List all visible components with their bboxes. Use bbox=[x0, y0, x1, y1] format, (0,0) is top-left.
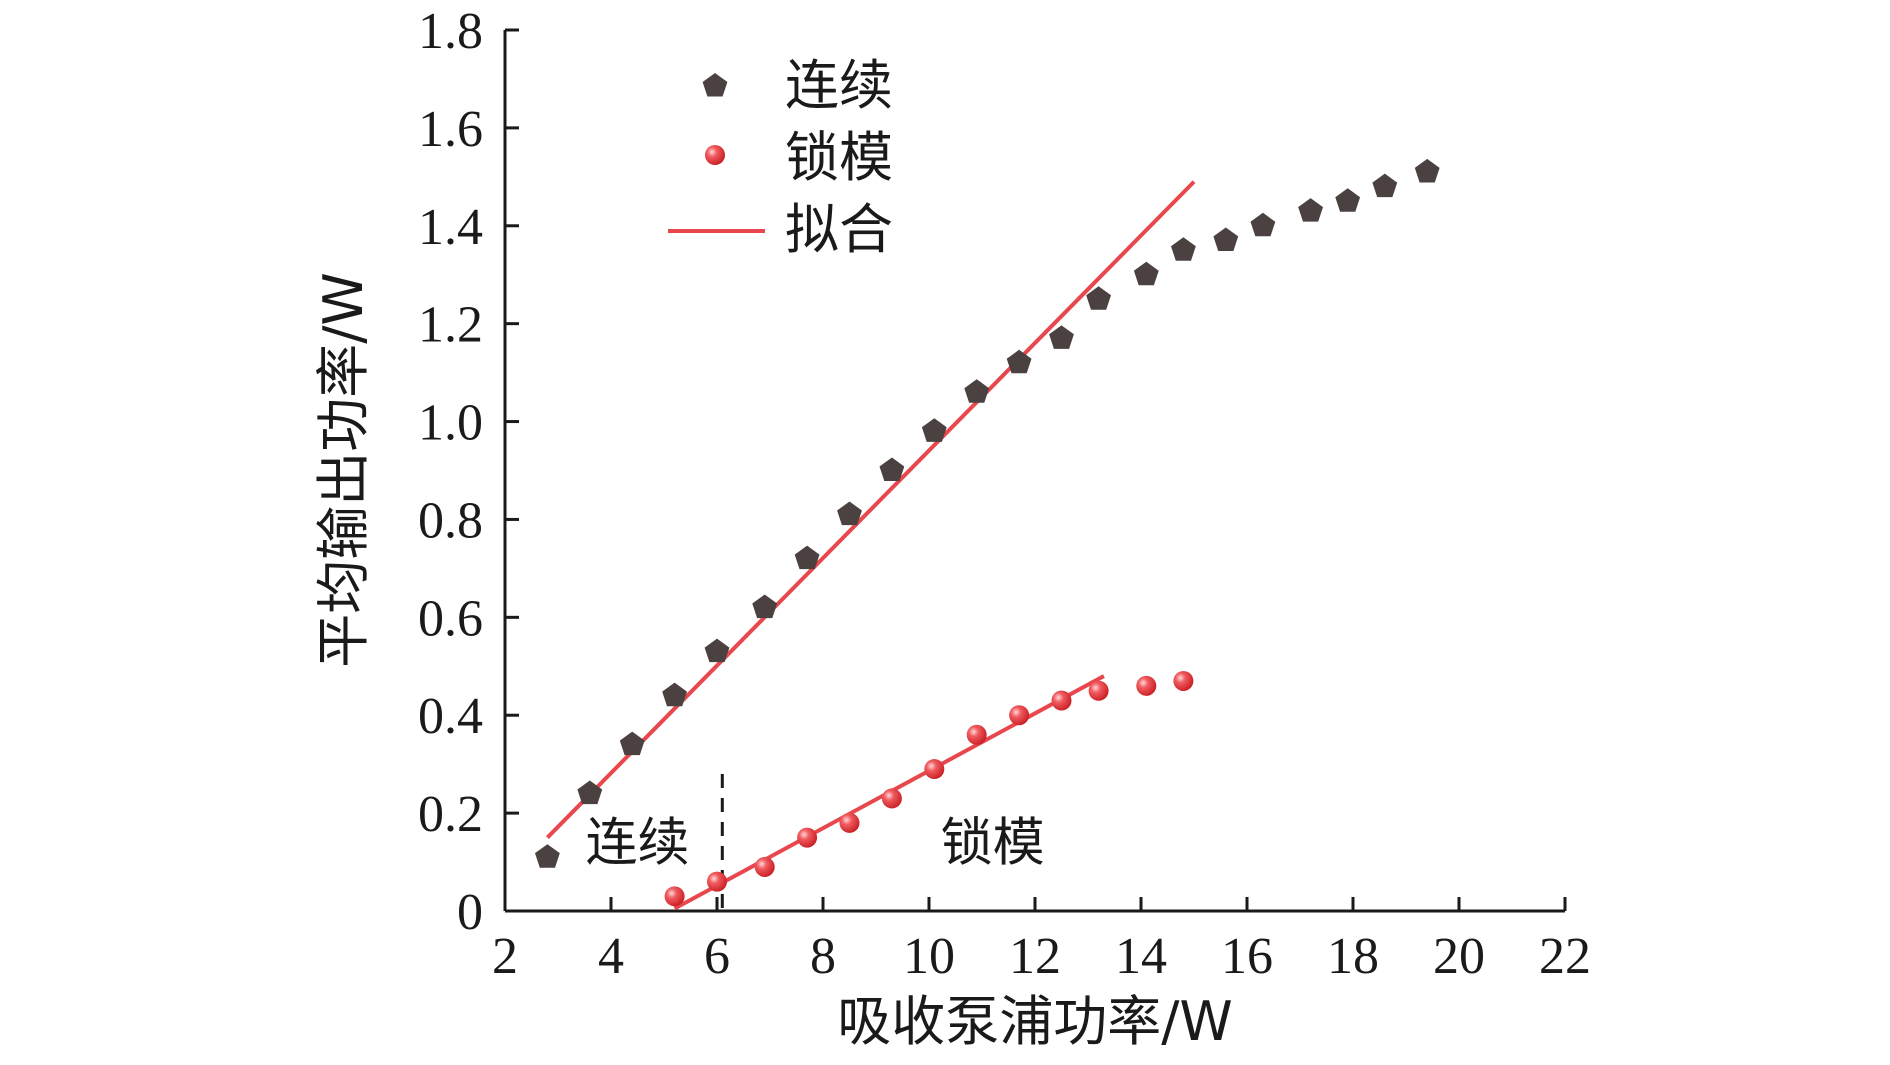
y-tick-label: 0.2 bbox=[418, 786, 483, 843]
legend: 连续 锁模 拟合 bbox=[668, 54, 893, 261]
legend-sphere-icon bbox=[705, 145, 725, 165]
cw-data-point bbox=[1133, 261, 1159, 286]
y-tick-label: 1.2 bbox=[418, 297, 483, 354]
legend-item-fit: 拟合 bbox=[668, 198, 893, 261]
ml-data-point bbox=[1088, 680, 1109, 701]
y-tick-label: 0.8 bbox=[418, 492, 483, 549]
cw-data-point bbox=[794, 545, 820, 570]
cw-data-point bbox=[619, 731, 645, 756]
y-tick-label: 1.0 bbox=[418, 395, 483, 452]
x-tick-label: 2 bbox=[492, 928, 518, 985]
legend-label-cw: 连续 bbox=[785, 54, 893, 117]
y-tick-label: 0.6 bbox=[418, 590, 483, 647]
ml-data-point bbox=[797, 827, 818, 848]
ml-data-point bbox=[1009, 705, 1030, 726]
cw-data-point bbox=[964, 379, 990, 403]
legend-item-cw: 连续 bbox=[702, 54, 893, 117]
x-tick-label: 20 bbox=[1433, 928, 1485, 985]
x-tick-label: 14 bbox=[1115, 928, 1167, 985]
cw-data-point bbox=[704, 638, 730, 663]
cw-data-point bbox=[879, 457, 905, 481]
cw-data-point bbox=[921, 418, 947, 442]
cw-data-point bbox=[1414, 158, 1440, 183]
y-tick-group: 0 0.2 0.4 0.6 0.8 1.0 1.2 1.4 1.6 1.8 bbox=[418, 3, 519, 941]
legend-label-ml: 锁模 bbox=[785, 126, 893, 189]
x-axis-title: 吸收泵浦功率/W bbox=[837, 990, 1233, 1053]
cw-data-point bbox=[1006, 349, 1032, 374]
cw-data-point bbox=[1298, 198, 1323, 222]
plot-axes bbox=[503, 30, 1565, 913]
x-tick-label: 12 bbox=[1009, 928, 1061, 985]
legend-label-fit: 拟合 bbox=[785, 198, 893, 261]
cw-data-point bbox=[1250, 212, 1276, 237]
cw-data-point bbox=[1213, 227, 1239, 251]
y-tick-label: 0.4 bbox=[418, 688, 483, 745]
cw-data-point bbox=[837, 501, 862, 526]
ml-data-point bbox=[707, 871, 727, 892]
ml-data-point bbox=[966, 724, 987, 745]
ml-data-point bbox=[839, 812, 860, 833]
y-tick-label: 1.8 bbox=[418, 3, 483, 60]
x-tick-label: 8 bbox=[810, 928, 836, 985]
cw-data-point bbox=[577, 780, 603, 805]
legend-item-ml: 锁模 bbox=[705, 126, 893, 189]
cw-data-point bbox=[1335, 188, 1361, 212]
cw-data-point bbox=[1049, 325, 1074, 349]
x-tick-label: 16 bbox=[1221, 928, 1273, 985]
y-tick-label: 0 bbox=[457, 884, 483, 941]
ml-data-point bbox=[924, 759, 945, 780]
series-cw-markers bbox=[535, 158, 1440, 868]
cw-data-point bbox=[662, 682, 687, 707]
annotation-cw: 连续 bbox=[585, 813, 689, 873]
annotation-ml: 锁模 bbox=[941, 813, 1045, 873]
cw-data-point bbox=[535, 844, 560, 868]
ml-data-point bbox=[754, 856, 775, 877]
x-tick-label: 22 bbox=[1539, 928, 1591, 985]
y-axis-title: 平均输出功率/W bbox=[312, 272, 375, 668]
cw-data-point bbox=[1171, 237, 1196, 261]
ml-data-point bbox=[1051, 690, 1072, 711]
x-tick-label: 18 bbox=[1327, 928, 1379, 985]
x-tick-group: 2 4 6 8 10 12 14 16 18 20 22 bbox=[492, 897, 1591, 985]
y-tick-label: 1.4 bbox=[418, 199, 483, 256]
ml-data-point bbox=[1136, 675, 1157, 696]
fit-line bbox=[545, 180, 1196, 839]
series-ml-markers bbox=[664, 670, 1194, 907]
x-tick-label: 4 bbox=[598, 928, 624, 985]
cw-data-point bbox=[1086, 286, 1111, 310]
cw-data-point bbox=[1372, 173, 1398, 198]
ml-data-point bbox=[664, 886, 685, 907]
ml-data-point bbox=[1173, 670, 1194, 691]
cw-data-point bbox=[752, 594, 778, 619]
x-tick-label: 6 bbox=[704, 928, 730, 985]
legend-pentagon-icon bbox=[702, 73, 728, 97]
x-tick-label: 10 bbox=[903, 928, 955, 985]
ml-data-point bbox=[881, 788, 902, 809]
y-tick-label: 1.6 bbox=[418, 101, 483, 158]
